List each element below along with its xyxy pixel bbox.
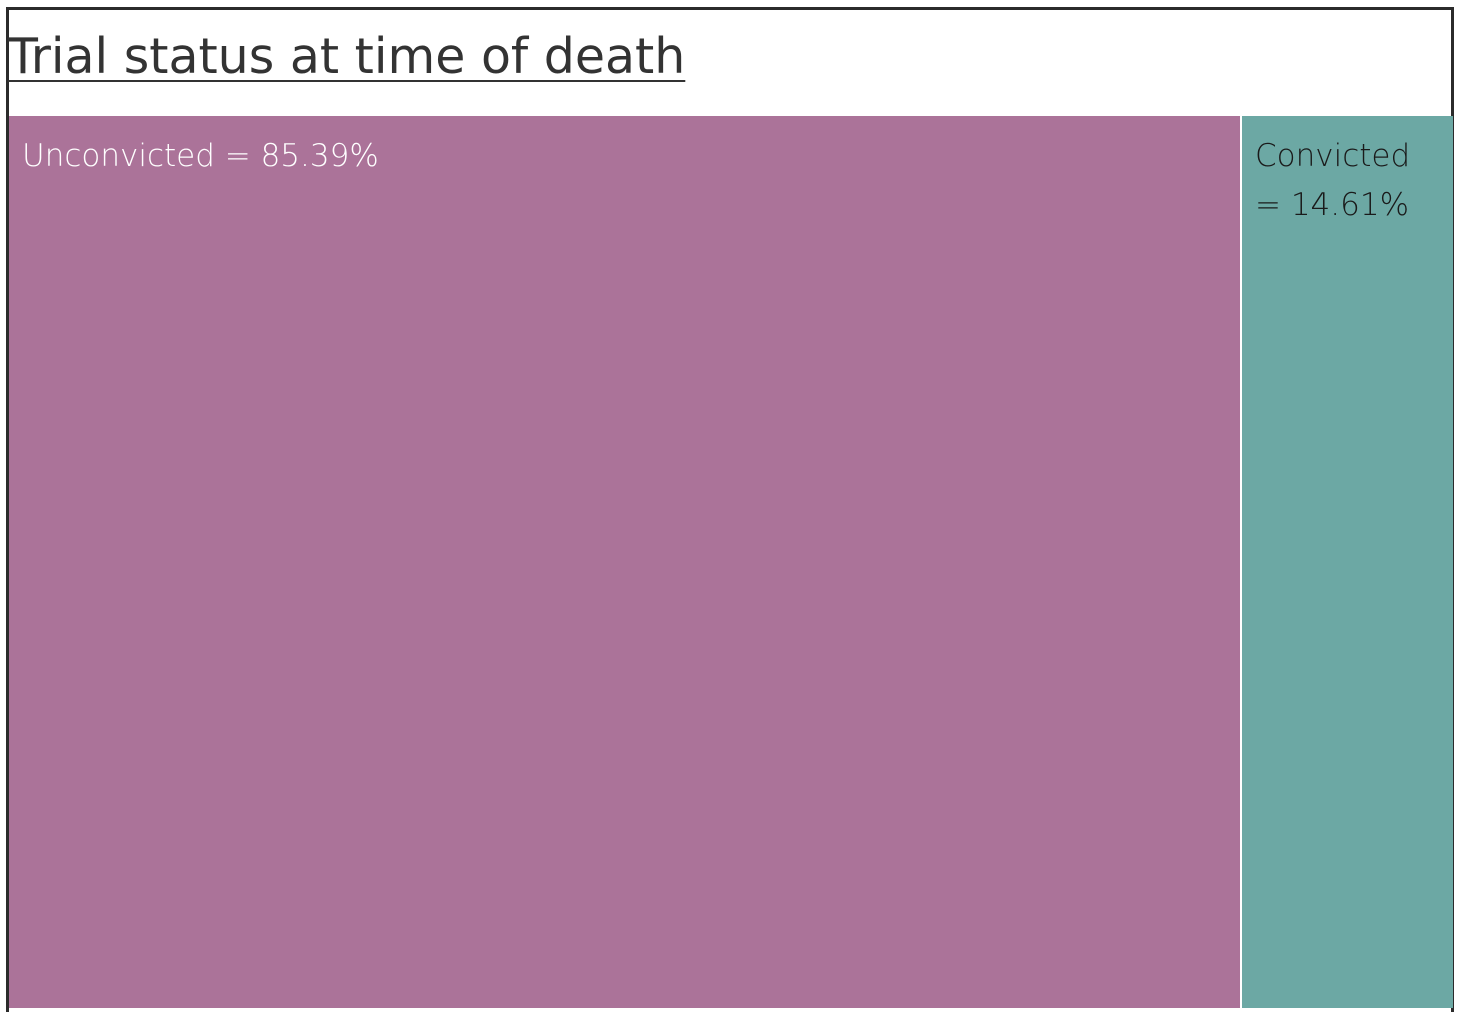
- tile-unconvicted[interactable]: [9, 116, 1240, 1008]
- tile-label-convicted-2: = 14.61%: [1255, 187, 1409, 223]
- tile-convicted[interactable]: [1242, 116, 1453, 1008]
- chart-title: Trial status at time of death: [8, 28, 686, 85]
- treemap-chart: Unconvicted = 85.39% Convicted = 14.61%: [9, 116, 1453, 1008]
- tile-label-convicted-1: Convicted: [1255, 138, 1410, 174]
- tile-label-unconvicted: Unconvicted = 85.39%: [22, 138, 379, 174]
- treemap-tiles: Unconvicted = 85.39% Convicted = 14.61%: [9, 116, 1453, 1008]
